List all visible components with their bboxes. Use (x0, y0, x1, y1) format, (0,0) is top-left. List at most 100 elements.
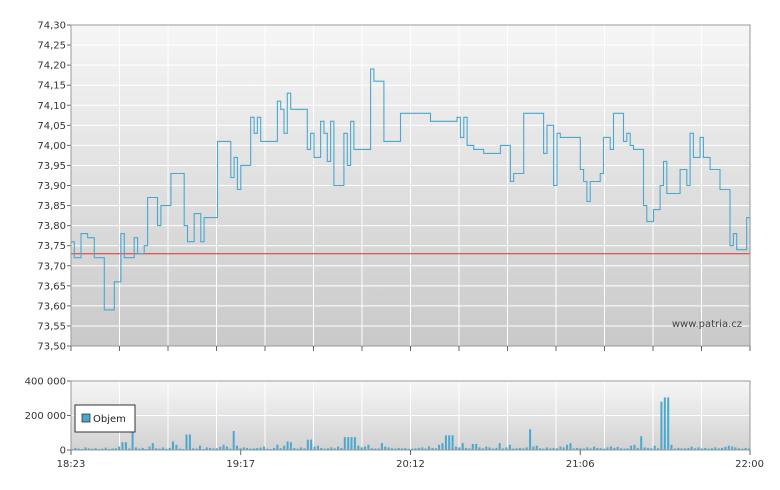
volume-bar (707, 448, 710, 450)
volume-bar (178, 448, 181, 450)
volume-bar (205, 447, 208, 450)
volume-bar (451, 435, 454, 450)
volume-bar (316, 445, 319, 450)
volume-bar (562, 447, 565, 450)
volume-bar (630, 445, 633, 450)
volume-bar (566, 444, 569, 450)
volume-bar (525, 447, 528, 450)
price-y-axis: 73,50 73,55 73,60 73,65 73,70 73,75 73,80 73,85… (37, 21, 71, 353)
volume-bar (172, 441, 174, 450)
volume-bar (704, 447, 707, 450)
volume-bar (545, 447, 548, 450)
volume-bar (273, 447, 276, 450)
volume-bars (71, 397, 750, 450)
volume-bar (380, 443, 383, 450)
volume-bar (485, 446, 488, 450)
volume-bar (677, 447, 680, 450)
volume-bar (209, 447, 212, 450)
price-y-tick-label: 74,05 (37, 121, 66, 132)
volume-bar (673, 448, 676, 450)
volume-bar (670, 444, 673, 450)
volume-bar (87, 448, 90, 450)
volume-y-axis: 0 200 000 400 000 (25, 377, 71, 457)
volume-bar (91, 448, 94, 450)
volume-bar (471, 444, 474, 450)
volume-bar (387, 447, 390, 450)
volume-bar (148, 446, 151, 450)
price-y-tick-label: 73,85 (37, 201, 66, 212)
volume-bar (394, 448, 397, 450)
volume-bar (101, 448, 104, 450)
price-y-tick-label: 74,25 (37, 41, 66, 52)
volume-bar (512, 448, 515, 450)
volume-bar (249, 448, 252, 450)
volume-bar (289, 442, 292, 450)
price-y-tick-label: 74,10 (37, 101, 66, 112)
volume-bar (77, 448, 80, 450)
volume-bar (283, 445, 286, 450)
volume-bar (714, 447, 717, 450)
volume-bar (508, 444, 511, 450)
volume-bar (232, 431, 235, 450)
volume-bar (111, 448, 114, 450)
price-y-tick-label: 73,60 (37, 301, 66, 312)
volume-bar (104, 447, 107, 450)
volume-bar (448, 435, 451, 450)
volume-bar (663, 397, 666, 450)
volume-bar (572, 448, 575, 450)
volume-bar (556, 448, 558, 450)
volume-bar (731, 446, 734, 450)
volume-bar (397, 447, 400, 450)
watermark: www.patria.cz (672, 319, 742, 330)
volume-bar (532, 446, 535, 450)
volume-bar (700, 448, 703, 450)
volume-bar (593, 446, 596, 450)
volume-bar (259, 447, 262, 450)
volume-bar (428, 446, 430, 450)
volume-bar (680, 448, 683, 450)
volume-bar (242, 447, 245, 450)
volume-bar (286, 441, 289, 450)
volume-bar (465, 447, 468, 450)
volume-bar (350, 437, 353, 450)
volume-bar (188, 434, 191, 450)
volume-bar (421, 447, 424, 450)
volume-bar (599, 448, 602, 450)
volume-bar (646, 447, 649, 450)
volume-bar (539, 448, 542, 450)
volume-bar (606, 447, 609, 450)
volume-bar (643, 447, 646, 450)
time-x-axis: 18:23 19:17 20:12 21:06 22:00 (57, 450, 764, 470)
volume-bar (684, 448, 686, 450)
price-x-tick-marks (70, 346, 751, 351)
volume-bar (636, 447, 639, 450)
volume-bar (401, 448, 404, 450)
volume-bar (192, 448, 195, 450)
volume-bar (488, 447, 491, 450)
price-y-tick-label: 73,50 (37, 342, 66, 353)
volume-bar (660, 401, 663, 450)
volume-bar (522, 448, 525, 450)
price-y-tick-label: 74,15 (37, 81, 66, 92)
legend-label: Objem (93, 414, 126, 425)
time-x-tick-label: 22:00 (735, 459, 764, 470)
volume-bar (128, 448, 131, 450)
volume-bar (367, 444, 370, 450)
volume-bar (727, 445, 730, 450)
volume-bar (199, 445, 201, 450)
volume-bar (340, 447, 343, 450)
volume-bar (313, 446, 316, 450)
volume-bar (151, 443, 154, 450)
volume-bar (121, 442, 124, 450)
volume-bar (535, 445, 538, 450)
volume-bar (168, 447, 171, 450)
volume-bar (222, 444, 225, 450)
volume-bar (438, 444, 441, 450)
volume-bar (296, 448, 299, 450)
volume-bar (236, 445, 238, 450)
volume-bar (741, 448, 744, 450)
price-y-tick-label: 74,20 (37, 61, 66, 72)
volume-bar (724, 446, 727, 450)
volume-bar (498, 443, 501, 450)
volume-bar (721, 447, 723, 450)
